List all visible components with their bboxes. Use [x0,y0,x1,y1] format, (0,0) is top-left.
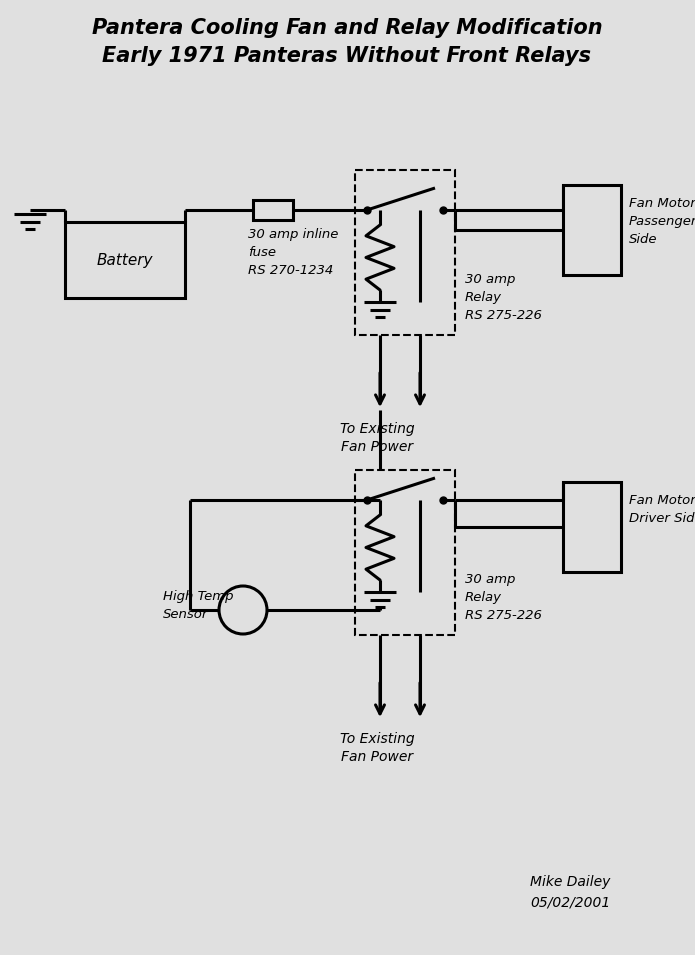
Text: 05/02/2001: 05/02/2001 [530,895,610,909]
Text: Battery: Battery [97,252,154,267]
Text: Fan Motor: Fan Motor [629,494,695,506]
Text: Fan Motor: Fan Motor [629,197,695,209]
Text: fuse: fuse [248,246,276,259]
Bar [355,170,455,335]
Text: Driver Side: Driver Side [629,512,695,524]
Text: 30 amp: 30 amp [465,572,516,585]
Text: Fan Power: Fan Power [341,440,413,454]
Bar [355,470,455,635]
Text: Early 1971 Panteras Without Front Relays: Early 1971 Panteras Without Front Relays [102,46,591,66]
Text: To Existing: To Existing [340,732,414,746]
Text: Relay: Relay [465,290,502,304]
Bar [253,200,293,220]
Text: Pantera Cooling Fan and Relay Modification: Pantera Cooling Fan and Relay Modificati… [92,18,603,38]
Text: Passenger: Passenger [629,215,695,227]
Text: Side: Side [629,232,657,245]
Text: To Existing: To Existing [340,422,414,436]
Text: Mike Dailey: Mike Dailey [530,875,610,889]
Circle shape [219,586,267,634]
Text: Relay: Relay [465,590,502,604]
Text: RS 275-226: RS 275-226 [465,608,542,622]
Text: 30 amp: 30 amp [465,272,516,286]
Text: RS 275-226: RS 275-226 [465,308,542,322]
Text: High Temp: High Temp [163,589,234,603]
Text: Fan Power: Fan Power [341,750,413,764]
Bar [563,482,621,572]
Bar [65,222,185,298]
Bar [563,185,621,275]
Text: 30 amp inline: 30 amp inline [248,228,338,241]
Text: RS 270-1234: RS 270-1234 [248,264,333,277]
Text: Sensor: Sensor [163,607,208,621]
